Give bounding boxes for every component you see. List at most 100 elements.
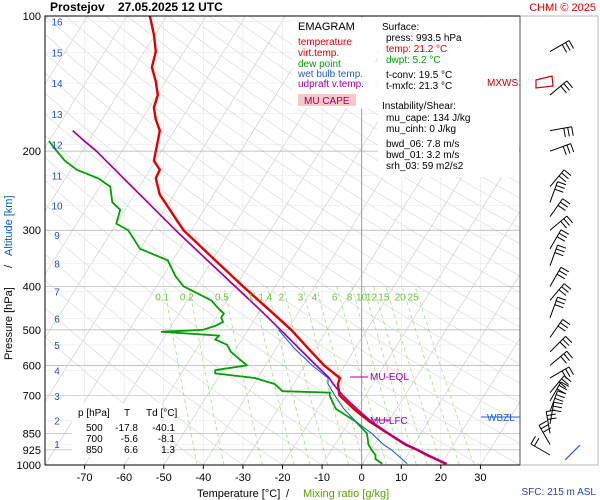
pressure-tick-label: 100 [23,11,41,23]
wind-barb-flag [555,394,565,399]
wind-barb-flag [562,319,571,326]
wind-barb-flag [557,296,567,301]
wind-barb-flag [553,405,563,409]
series-line-wet-bulb-temp [278,329,408,465]
wind-barb-flag [566,80,574,89]
mixing-ratio-label: 4 [312,292,318,303]
altitude-tick-label: 12 [51,141,63,152]
wind-barb-flag [561,286,569,293]
wind-barb-flag [563,353,570,362]
isotherm-line [45,16,167,212]
mu-lfc-label: MU-LFC [370,416,408,427]
wind-barb-flag [566,144,571,154]
wind-barb-staff [549,126,572,132]
wind-barb-flag [542,427,552,433]
wbzl-label: WBZL [487,413,515,424]
wind-barb-flag [554,252,564,257]
altitude-tick-label: 6 [54,315,60,326]
wind-barb-flag [557,204,566,211]
pressure-tick-label: 600 [23,360,41,372]
isotherm-line [321,147,520,465]
mixing-ratio-label: 0.2 [180,292,194,303]
altitude-tick-label: 2 [54,416,60,427]
legend-item-virt-temp: virt.temp. [298,48,339,59]
temperature-tick-label: 10 [395,472,407,484]
table-cell: 1.3 [161,445,175,456]
wind-barb-flag [561,378,569,386]
wind-barb-flag [557,244,567,249]
temperature-tick-label: -70 [77,472,93,484]
x-axis-title-2: Mixing ratio [g/kg] [303,488,389,500]
wind-barb-flag [555,184,565,189]
wind-barb-flag [530,435,536,445]
surface-wind-barb [564,444,581,461]
wind-barb-flag [533,437,540,447]
surface-tmxfc: t-mxfc: 21.3 °C [386,81,452,92]
altitude-tick-label: 9 [54,231,60,242]
isotherm-line [45,16,247,339]
x-axis-sep: / [286,488,290,500]
wind-barb-staff [549,215,568,231]
credit-link[interactable]: CHMI © 2025 [529,2,596,14]
altitude-tick-label: 16 [51,18,63,29]
x-axis-title: Temperature [°C] [197,488,280,500]
dry-adiabat [188,16,520,229]
temperature-tick-label: -50 [156,472,172,484]
dry-adiabat [45,33,520,365]
wind-barb-flag [560,85,567,94]
table-cell: -17.8 [115,423,138,434]
y-axis-sep: / [3,264,15,268]
wind-barb-flag [563,218,570,226]
mixing-ratio-label: 8 [347,292,353,303]
isotherm-line [440,337,520,465]
table-header-td: Td [°C] [146,408,177,419]
altitude-tick-label: 4 [54,367,60,378]
mu-cinh-value: mu_cinh: 0 J/kg [386,124,456,135]
wind-barb-flag [557,325,566,332]
wind-barb-flag [555,248,565,253]
legend-item-wet-bulb: wet bulb temp. [297,69,363,80]
table-cell: -40.1 [152,423,175,434]
isotherm-line [45,16,128,149]
wind-barb-flag [567,127,570,137]
pressure-tick-label: 400 [23,281,41,293]
wind-barb-flag [558,232,568,239]
surface-title: Surface: [382,22,419,33]
mixing-ratio-label: 25 [408,292,420,303]
wind-barb-staff [549,296,558,318]
wind-barb-flag [560,220,567,229]
wind-barb-flag [559,341,567,349]
isotherm-line [45,16,286,403]
mixing-ratio-label: 10 [356,292,368,303]
wind-barb-flag [563,83,570,91]
isotherm-line [400,274,520,465]
wind-barb-flag [557,390,567,395]
wind-barb-flag [560,356,567,364]
wind-barb-flag [568,366,574,376]
wind-barb-flag [563,128,566,138]
surface-press: press: 993.5 hPa [386,33,462,44]
wind-barb-flag [566,350,574,359]
legend-item-dew-point: dew point [298,59,341,70]
wind-barb-staff [538,425,551,445]
legend-item-temperature: temperature [298,37,352,48]
wind-barb-flag [558,384,568,391]
wind-barb-flag [540,423,550,430]
wind-barb-flag [565,336,573,344]
isotherm-line [361,210,520,465]
mixing-ratio-label: 1.4 [258,292,272,303]
table-cell: -8.1 [158,434,176,445]
annotations: MU-EQL MU-LFC WBZL MXWS SFC: 215 m ASL [350,78,596,498]
surface-dwpt: dwpt: 5.2 °C [386,55,441,66]
wind-barb-flag [561,172,569,180]
surface-temp: temp: 21.2 °C [386,44,447,55]
y-axis-title-2: Altitude [km] [3,195,15,256]
wind-barb-staff [549,198,564,218]
station-title: Prostejov [50,0,105,14]
altitude-tick-label: 11 [52,171,63,182]
table-header-t: T [124,408,130,419]
info-panel: Surface: press: 993.5 hPa temp: 21.2 °C … [378,17,519,177]
wind-barb-staff [549,350,568,366]
wind-barb-staff [530,443,551,456]
altitude-tick-label: 5 [54,341,60,352]
